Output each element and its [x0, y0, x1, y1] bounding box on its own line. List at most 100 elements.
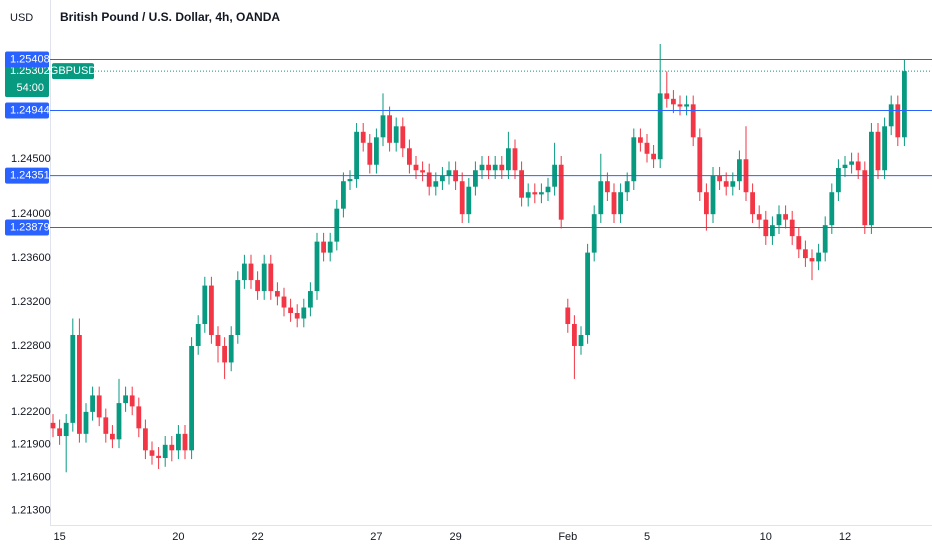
- candle-body: [242, 263, 247, 281]
- candle-body: [400, 126, 406, 149]
- y-tick-label: 1.22800: [11, 340, 51, 352]
- candle-body: [202, 285, 208, 325]
- x-tick-label: 15: [53, 531, 65, 543]
- candle-body: [664, 93, 670, 99]
- candle-body: [512, 148, 518, 171]
- countdown-label: 54:00: [16, 82, 44, 94]
- candle-body: [110, 433, 115, 440]
- candle-body: [413, 164, 419, 171]
- x-tick-label: 5: [644, 531, 650, 543]
- candle-body: [426, 172, 432, 187]
- y-tick-label: 1.22200: [11, 406, 51, 418]
- candle-body: [657, 93, 663, 160]
- candle-body: [506, 148, 511, 171]
- candle-body: [704, 192, 709, 215]
- candle-body: [492, 164, 498, 171]
- currency-label: USD: [10, 12, 33, 24]
- candle-body: [222, 345, 227, 363]
- candle-body: [677, 104, 683, 107]
- candle-body: [387, 115, 392, 143]
- candle-body: [855, 161, 861, 171]
- candle-body: [96, 395, 102, 418]
- last-price-label: 1.25302: [10, 65, 50, 77]
- candle-body: [598, 181, 604, 215]
- candle-body: [651, 153, 656, 160]
- y-tick-label: 1.21900: [11, 439, 51, 451]
- candle-body: [875, 131, 881, 171]
- price-line-box: [5, 102, 49, 119]
- x-tick-label: 22: [251, 531, 263, 543]
- candle-body: [565, 307, 571, 325]
- y-tick-label: 1.23600: [11, 252, 51, 264]
- candle-body: [129, 395, 135, 407]
- candle-body: [710, 175, 716, 215]
- candle-body: [209, 285, 214, 335]
- candle-body: [189, 345, 194, 451]
- candle-body: [717, 175, 722, 182]
- candle-body: [611, 192, 617, 215]
- candle-body: [803, 249, 808, 259]
- candle-body: [671, 98, 676, 105]
- candle-body: [499, 164, 505, 171]
- x-tick-label: 29: [449, 531, 461, 543]
- candle-body: [525, 192, 531, 198]
- candle-body: [618, 192, 623, 215]
- candle-body: [888, 104, 894, 127]
- candle-body: [433, 181, 439, 187]
- candle-body: [558, 164, 564, 220]
- candle-body: [354, 131, 359, 180]
- price-line-box: [5, 219, 49, 236]
- candle-body: [116, 403, 122, 440]
- candle-body: [902, 71, 907, 138]
- candle-body: [83, 411, 89, 434]
- candle-body: [572, 324, 577, 346]
- x-tick-label: Feb: [558, 531, 577, 543]
- candle-body: [730, 181, 736, 187]
- candle-body: [895, 104, 901, 138]
- candle-body: [723, 181, 729, 187]
- candle-body: [816, 252, 821, 262]
- candle-body: [347, 179, 353, 182]
- price-line-box: [5, 51, 49, 68]
- candle-body: [466, 186, 472, 215]
- candle-body: [228, 334, 234, 363]
- price-line-label: 1.24351: [10, 170, 50, 182]
- candle-body: [624, 181, 630, 193]
- candle-body: [862, 170, 868, 226]
- candle-body: [605, 181, 610, 193]
- y-tick-label: 1.21300: [11, 505, 51, 517]
- candle-body: [809, 258, 815, 262]
- candle-body: [869, 131, 874, 226]
- candle-body: [486, 164, 491, 171]
- candle-body: [440, 175, 445, 182]
- candle-body: [334, 208, 340, 242]
- candle-body: [255, 280, 260, 292]
- candle-body: [631, 137, 637, 182]
- candle-body: [578, 334, 584, 346]
- candle-body: [360, 131, 366, 143]
- candle-body: [796, 236, 802, 250]
- candle-body: [638, 137, 643, 143]
- candle-body: [539, 192, 544, 195]
- candle-body: [90, 395, 95, 412]
- candle-body: [756, 214, 762, 220]
- candle-body: [281, 296, 287, 308]
- candle-body: [684, 104, 689, 107]
- x-tick-label: 10: [760, 531, 772, 543]
- candle-body: [70, 334, 76, 423]
- candle-body: [235, 280, 241, 335]
- candle-body: [420, 170, 425, 173]
- last-price-box: [5, 63, 49, 98]
- candle-body: [57, 428, 62, 437]
- candle-body: [143, 428, 148, 451]
- y-tick-label: 1.23200: [11, 296, 51, 308]
- candle-body: [849, 161, 854, 165]
- candle-body: [393, 126, 399, 143]
- candle-body: [532, 192, 538, 195]
- candle-body: [750, 192, 755, 215]
- price-line-label: 1.23879: [10, 221, 50, 233]
- price-line-label: 1.24944: [10, 104, 50, 116]
- candle-body: [341, 181, 346, 209]
